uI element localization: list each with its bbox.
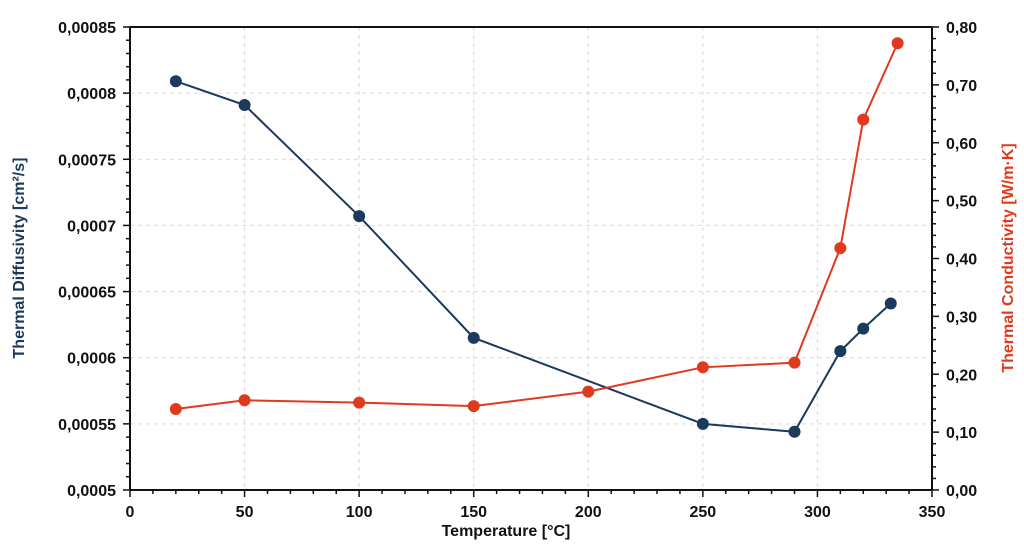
axes: 0 50 100 150 200 250 300 350 0,0005 0,00055 0,0006… <box>58 20 977 521</box>
thermal-conductivity-point <box>788 356 801 369</box>
right-y-tick-label: 0,60 <box>946 136 977 153</box>
thermal-conductivity-point <box>857 113 870 126</box>
left-y-tick-label: 0,00075 <box>58 152 116 169</box>
thermal-conductivity-point <box>169 402 182 415</box>
thermal-diffusivity-point <box>467 331 480 344</box>
thermal-conductivity-point <box>834 242 847 255</box>
left-y-tick-label: 0,0006 <box>67 351 116 368</box>
thermal-diffusivity-point <box>788 425 801 438</box>
left-y-tick-label: 0,0008 <box>67 86 116 103</box>
x-tick-label: 200 <box>575 504 602 521</box>
thermal-diffusivity-point <box>884 297 897 310</box>
thermal-conductivity-point <box>582 385 595 398</box>
left-y-tick-label: 0,00065 <box>58 285 116 302</box>
thermal-diffusivity-line <box>175 80 892 433</box>
x-tick-label: 50 <box>236 504 254 521</box>
x-tick-label: 100 <box>346 504 373 521</box>
left-y-tick-label: 0,0007 <box>67 218 116 235</box>
right-y-tick-label: 0,10 <box>946 425 977 442</box>
right-y-tick-label: 0,30 <box>946 309 977 326</box>
x-tick-label: 250 <box>690 504 717 521</box>
thermal-conductivity-point <box>238 394 251 407</box>
right-y-tick-label: 0,80 <box>946 20 977 37</box>
thermal-conductivity-point <box>467 400 480 413</box>
thermal-diffusivity-point <box>169 75 182 88</box>
thermal-conductivity-point <box>696 361 709 374</box>
left-y-tick-label: 0,00085 <box>58 20 116 37</box>
x-tick-label: 150 <box>460 504 487 521</box>
thermal-diffusivity-point <box>353 210 366 223</box>
thermal-diffusivity-point <box>834 345 847 358</box>
thermal-conductivity-point <box>353 396 366 409</box>
grid <box>130 27 932 490</box>
x-axis-title: Temperature [°C] <box>442 523 571 540</box>
left-y-tick-label: 0,00055 <box>58 417 116 434</box>
series <box>169 37 904 438</box>
right-y-tick-label: 0,20 <box>946 367 977 384</box>
right-y-tick-label: 0,00 <box>946 483 977 500</box>
x-tick-label: 300 <box>804 504 831 521</box>
thermal-diffusivity-point <box>696 417 709 430</box>
x-tick-label: 350 <box>919 504 946 521</box>
thermal-diffusivity-point <box>857 322 870 335</box>
right-y-tick-label: 0,70 <box>946 78 977 95</box>
right-y-tick-label: 0,40 <box>946 252 977 269</box>
thermal-conductivity-line <box>175 42 899 410</box>
right-y-axis-title: Thermal Conductivity [W/m·K] <box>1000 143 1017 372</box>
x-tick-label: 0 <box>126 504 135 521</box>
right-y-tick-label: 0,50 <box>946 194 977 211</box>
left-y-tick-label: 0,0005 <box>67 483 116 500</box>
thermal-conductivity-point <box>891 37 904 50</box>
left-y-axis-title: Thermal Diffusivity [cm²/s] <box>11 158 28 359</box>
thermal-diffusivity-point <box>238 99 251 112</box>
